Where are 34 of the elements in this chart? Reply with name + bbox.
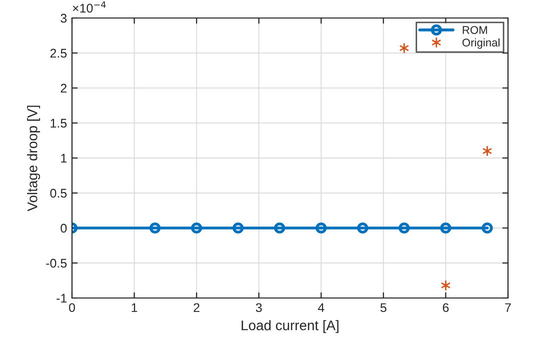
x-tick-label: 2 [194,303,200,312]
text: ×10$^{−4}$ [72,1,106,13]
y-tick-label: 0.5 [50,188,67,198]
y-tick-label: 3 [60,14,67,23]
point [398,222,410,234]
point [440,222,452,234]
legend-label: ROM [462,26,487,34]
point [357,222,368,234]
point [316,222,327,234]
legend-label: Original [462,38,500,49]
point [399,42,410,54]
y-tick-label: 2.5 [50,48,67,58]
x-tick-label: 3 [256,303,262,312]
x-tick-label: 1 [132,303,138,312]
point [232,222,244,234]
y-tick-label: -0.5 [46,258,67,268]
x-axis-title: Load current [A] [242,320,338,334]
y-tick-label: 1 [61,154,67,163]
point [482,222,493,234]
x-tick-label: 4 [318,303,324,312]
y-axis-title: Voltage droop [V] [27,106,40,212]
y-tick-label: 1.5 [50,118,67,128]
point [274,222,286,234]
point [149,222,161,234]
y-tick-label: -1 [56,294,67,303]
point [191,222,202,234]
x-tick-label: 7 [505,303,511,312]
x-tick-label: 6 [442,303,449,312]
y-tick-label: 2 [60,84,67,93]
x-tick-label: 0 [69,303,75,312]
point [482,145,492,157]
point [440,280,451,291]
y-tick-label: 0 [60,224,67,233]
x-tick-label: 5 [380,303,386,312]
